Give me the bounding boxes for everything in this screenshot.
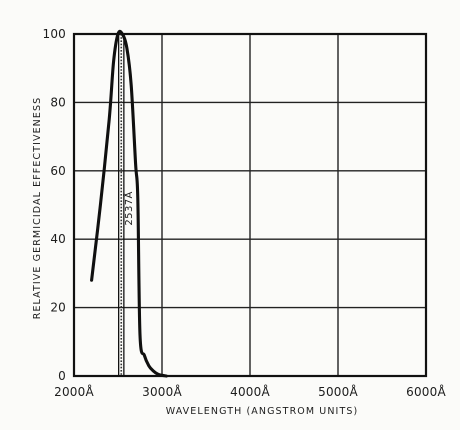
- x-tick-label: 6000Å: [406, 384, 446, 399]
- x-tick-label: 5000Å: [318, 384, 358, 399]
- plot-border: [72, 32, 428, 378]
- x-tick-labels: 2000Å 3000Å 4000Å 5000Å 6000Å: [54, 384, 446, 399]
- germicidal-effectiveness-curve: [90, 29, 168, 378]
- y-tick-label: 100: [42, 27, 66, 41]
- y-tick-label: 80: [50, 95, 66, 109]
- x-tick-label: 4000Å: [230, 384, 270, 399]
- y-tick-label: 40: [50, 232, 66, 246]
- x-tick-label: 2000Å: [54, 384, 94, 399]
- y-tick-label: 20: [50, 301, 66, 315]
- series-group: [90, 29, 168, 378]
- y-axis-title: RELATIVE GERMICIDAL EFFECTIVENESS: [32, 97, 43, 320]
- y-tick-labels: 0 20 40 60 80 100: [42, 27, 66, 383]
- plot-frame: [72, 32, 428, 378]
- x-axis-title: WAVELENGTH (ANGSTROM UNITS): [166, 406, 359, 417]
- reference-line-label: 2537Å: [122, 191, 135, 225]
- y-tick-label: 60: [50, 164, 66, 178]
- y-tick-label: 0: [58, 369, 66, 383]
- reference-line-group: [118, 34, 125, 376]
- x-tick-label: 3000Å: [142, 384, 182, 399]
